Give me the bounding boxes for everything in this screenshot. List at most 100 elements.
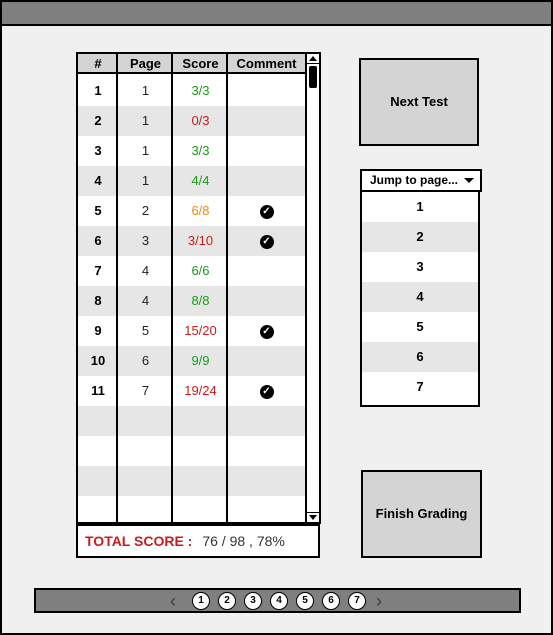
- table-header: # Page Score Comment: [78, 54, 305, 74]
- table-row[interactable]: 6 3 3/10 ✓: [78, 226, 305, 256]
- table-row[interactable]: 9 5 15/20 ✓: [78, 316, 305, 346]
- question-score: 4/4: [191, 173, 210, 188]
- question-page: 6: [141, 353, 150, 368]
- question-number: 2: [94, 113, 102, 128]
- previous-page-chevron-icon[interactable]: ‹: [170, 591, 176, 611]
- page-number-button[interactable]: 3: [244, 592, 262, 610]
- question-score: 3/3: [191, 143, 210, 158]
- question-score: 9/9: [191, 353, 210, 368]
- jump-page-item[interactable]: 1: [416, 199, 424, 214]
- jump-page-item[interactable]: 4: [362, 282, 478, 312]
- question-page: 4: [141, 263, 150, 278]
- question-page: 1: [141, 113, 150, 128]
- question-score: 19/24: [184, 383, 217, 398]
- question-number: 1: [94, 83, 102, 98]
- scroll-thumb[interactable]: [309, 66, 317, 88]
- header-score: Score: [182, 56, 219, 71]
- page-number-button[interactable]: 6: [322, 592, 340, 610]
- page-number-button[interactable]: 2: [218, 592, 236, 610]
- comment-cell: [228, 166, 305, 196]
- total-score-label: TOTAL SCORE :: [85, 533, 193, 549]
- question-number: 5: [94, 203, 102, 218]
- jump-page-list: 1 2 3 4 5 6 7: [360, 192, 480, 407]
- header-comment: Comment: [236, 56, 297, 71]
- question-page: 4: [141, 293, 150, 308]
- question-number: 10: [90, 353, 106, 368]
- comment-cell: [228, 256, 305, 286]
- question-score: 8/8: [191, 293, 210, 308]
- empty-table-row: [78, 496, 305, 522]
- header-number: #: [94, 56, 102, 71]
- next-page-chevron-icon[interactable]: ›: [376, 591, 382, 611]
- question-score: 6/6: [191, 263, 210, 278]
- total-score-box: TOTAL SCORE : 76 / 98 , 78%: [76, 524, 320, 558]
- page-number-button[interactable]: 1: [192, 592, 210, 610]
- title-bar: [2, 2, 551, 26]
- question-score: 0/3: [191, 113, 210, 128]
- question-score: 3/10: [187, 233, 214, 248]
- question-number: 7: [94, 263, 102, 278]
- table-scrollbar[interactable]: [305, 54, 319, 522]
- comment-cell: [228, 286, 305, 316]
- page-number-button[interactable]: 4: [270, 592, 288, 610]
- empty-table-row: [78, 406, 305, 436]
- page-number-button[interactable]: 5: [296, 592, 314, 610]
- question-page: 7: [141, 383, 150, 398]
- table-row[interactable]: 8 4 8/8: [78, 286, 305, 316]
- question-number: 9: [94, 323, 102, 338]
- next-test-button[interactable]: Next Test: [359, 58, 479, 146]
- comment-cell: [228, 346, 305, 376]
- comment-cell: [228, 76, 305, 106]
- jump-page-item[interactable]: 7: [416, 379, 424, 394]
- question-page: 5: [141, 323, 150, 338]
- question-page: 1: [141, 83, 150, 98]
- finish-grading-button[interactable]: Finish Grading: [361, 470, 482, 558]
- jump-page-item[interactable]: 5: [416, 319, 424, 334]
- question-score: 6/8: [191, 203, 210, 218]
- question-number: 8: [94, 293, 102, 308]
- comment-cell[interactable]: ✓: [228, 226, 305, 256]
- comment-cell[interactable]: ✓: [228, 376, 305, 406]
- comment-cell[interactable]: ✓: [228, 316, 305, 346]
- question-number: 6: [94, 233, 102, 248]
- jump-page-item[interactable]: 6: [362, 342, 478, 372]
- table-row[interactable]: 2 1 0/3: [78, 106, 305, 136]
- question-number: 11: [91, 383, 105, 398]
- question-page: 2: [141, 203, 150, 218]
- table-row[interactable]: 4 1 4/4: [78, 166, 305, 196]
- table-row[interactable]: 5 2 6/8 ✓: [78, 196, 305, 226]
- scroll-up-arrow-icon[interactable]: [307, 54, 319, 64]
- checkmark-circle-icon[interactable]: ✓: [259, 324, 274, 339]
- jump-to-page-label: Jump to page...: [370, 173, 459, 187]
- total-score-value: 76 / 98 , 78%: [202, 533, 285, 549]
- checkmark-circle-icon[interactable]: ✓: [259, 204, 274, 219]
- grade-table-body: 1 1 3/3 2 1 0/3 3 1 3/3 4 1 4/4 5 2 6/8 ✓ 6 3 3/10 ✓ 7 4 6/6 8 4…: [78, 54, 305, 522]
- table-row[interactable]: 11 7 19/24 ✓: [78, 376, 305, 406]
- checkmark-circle-icon[interactable]: ✓: [259, 384, 274, 399]
- column-divider: [171, 54, 173, 522]
- question-page: 1: [141, 143, 150, 158]
- page-number-button[interactable]: 7: [348, 592, 366, 610]
- question-number: 4: [94, 173, 102, 188]
- question-score: 3/3: [191, 83, 210, 98]
- comment-cell[interactable]: ✓: [228, 196, 305, 226]
- table-row[interactable]: 10 6 9/9: [78, 346, 305, 376]
- column-divider: [226, 54, 228, 522]
- table-row[interactable]: 3 1 3/3: [78, 136, 305, 166]
- table-row[interactable]: 1 1 3/3: [78, 76, 305, 106]
- question-page: 3: [141, 233, 150, 248]
- comment-cell: [228, 106, 305, 136]
- checkmark-circle-icon[interactable]: ✓: [259, 234, 274, 249]
- jump-page-item[interactable]: 3: [416, 259, 424, 274]
- caret-down-icon: [464, 178, 474, 183]
- jump-to-page-dropdown[interactable]: Jump to page...: [360, 169, 482, 192]
- jump-page-item[interactable]: 2: [362, 222, 478, 252]
- table-row[interactable]: 7 4 6/6: [78, 256, 305, 286]
- column-divider: [116, 54, 118, 522]
- empty-table-row: [78, 436, 305, 466]
- header-page: Page: [129, 56, 162, 71]
- empty-table-row: [78, 466, 305, 496]
- scroll-down-arrow-icon[interactable]: [307, 512, 319, 522]
